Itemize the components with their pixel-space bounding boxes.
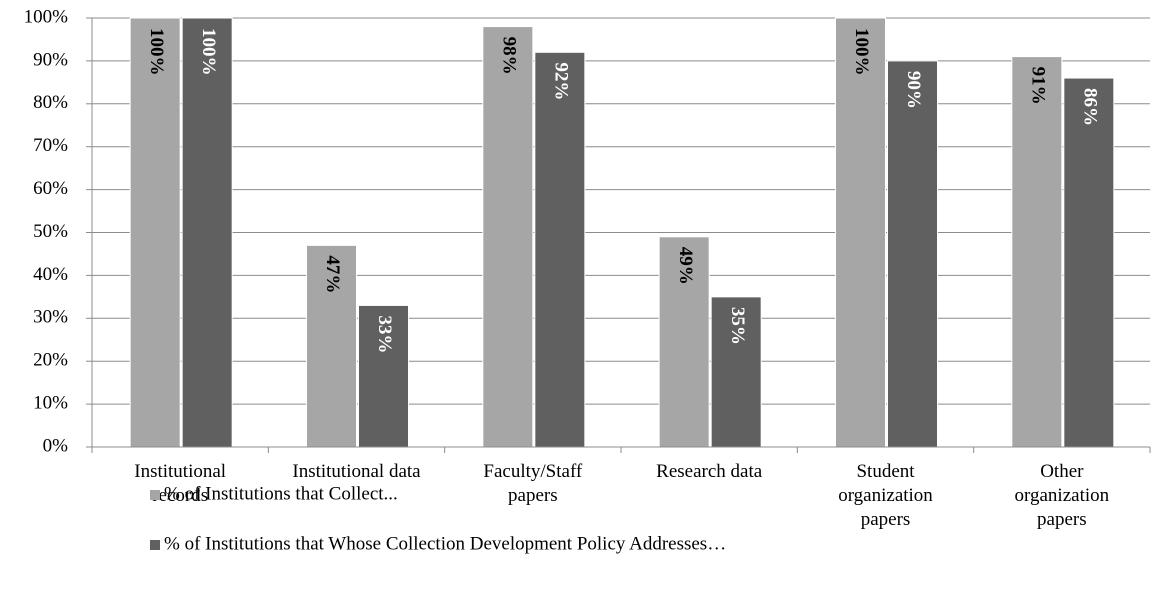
data-label: 98% xyxy=(498,37,519,75)
data-label: 90% xyxy=(903,71,924,109)
data-label: 100% xyxy=(198,28,219,76)
x-tick-label: Institutional data xyxy=(292,461,421,482)
data-label: 92% xyxy=(550,62,571,100)
y-tick-label: 50% xyxy=(33,221,68,242)
bar xyxy=(1011,56,1063,448)
legend-label: % of Institutions that Collect... xyxy=(164,483,398,504)
data-label: 100% xyxy=(146,28,167,76)
x-tick-label: Institutional records xyxy=(134,461,226,506)
y-tick-label: 70% xyxy=(33,135,68,156)
bar xyxy=(534,51,586,448)
bar xyxy=(887,60,938,448)
y-tick-label: 60% xyxy=(33,178,68,199)
x-tick-label-line: Institutional data xyxy=(292,461,421,482)
y-tick-label: 10% xyxy=(33,392,68,413)
y-tick-label: 90% xyxy=(33,49,68,70)
bar xyxy=(181,17,233,448)
x-tick-label-line: organization xyxy=(838,485,933,506)
legend-swatch xyxy=(150,490,160,500)
bar xyxy=(1063,77,1115,448)
x-tick-label: Other organization papers xyxy=(1015,461,1110,530)
y-tick-label: 20% xyxy=(33,350,68,371)
y-tick-label: 80% xyxy=(33,92,68,113)
data-label: 100% xyxy=(851,28,872,76)
legend-label: % of Institutions that Whose Collection … xyxy=(164,533,726,554)
x-tick-label-line: Institutional xyxy=(134,461,226,482)
data-label: 86% xyxy=(1079,88,1100,126)
bar xyxy=(710,296,762,448)
x-tick-label: Student organization papers xyxy=(838,461,933,530)
bar xyxy=(658,236,710,448)
bar xyxy=(482,26,534,448)
x-tick-label-line: organization xyxy=(1015,485,1110,506)
data-label: 91% xyxy=(1027,67,1048,105)
bar xyxy=(358,304,409,448)
x-tick-label-line: papers xyxy=(1037,509,1087,530)
x-tick-label-line: papers xyxy=(508,485,558,506)
x-tick-label: Research data xyxy=(656,461,763,482)
bar xyxy=(835,17,886,448)
x-tick-label-line: papers xyxy=(861,509,911,530)
data-label: 35% xyxy=(727,307,748,345)
bar xyxy=(129,17,181,448)
x-tick-label-line: records xyxy=(152,485,208,506)
data-label: 49% xyxy=(675,247,696,285)
data-label: 47% xyxy=(322,255,343,293)
y-tick-label: 30% xyxy=(33,307,68,328)
bar xyxy=(306,244,357,448)
x-tick-label-line: Research data xyxy=(656,461,763,482)
data-label: 33% xyxy=(374,315,395,353)
x-tick-label-line: Other xyxy=(1040,461,1084,482)
y-tick-label: 100% xyxy=(24,6,69,27)
y-tick-label: 40% xyxy=(33,264,68,285)
x-tick-label: Faculty/Staff papers xyxy=(483,461,583,506)
x-tick-label-line: Faculty/Staff xyxy=(483,461,583,482)
y-tick-label: 0% xyxy=(43,435,69,456)
x-tick-label-line: Student xyxy=(856,461,915,482)
legend-swatch xyxy=(150,540,160,550)
